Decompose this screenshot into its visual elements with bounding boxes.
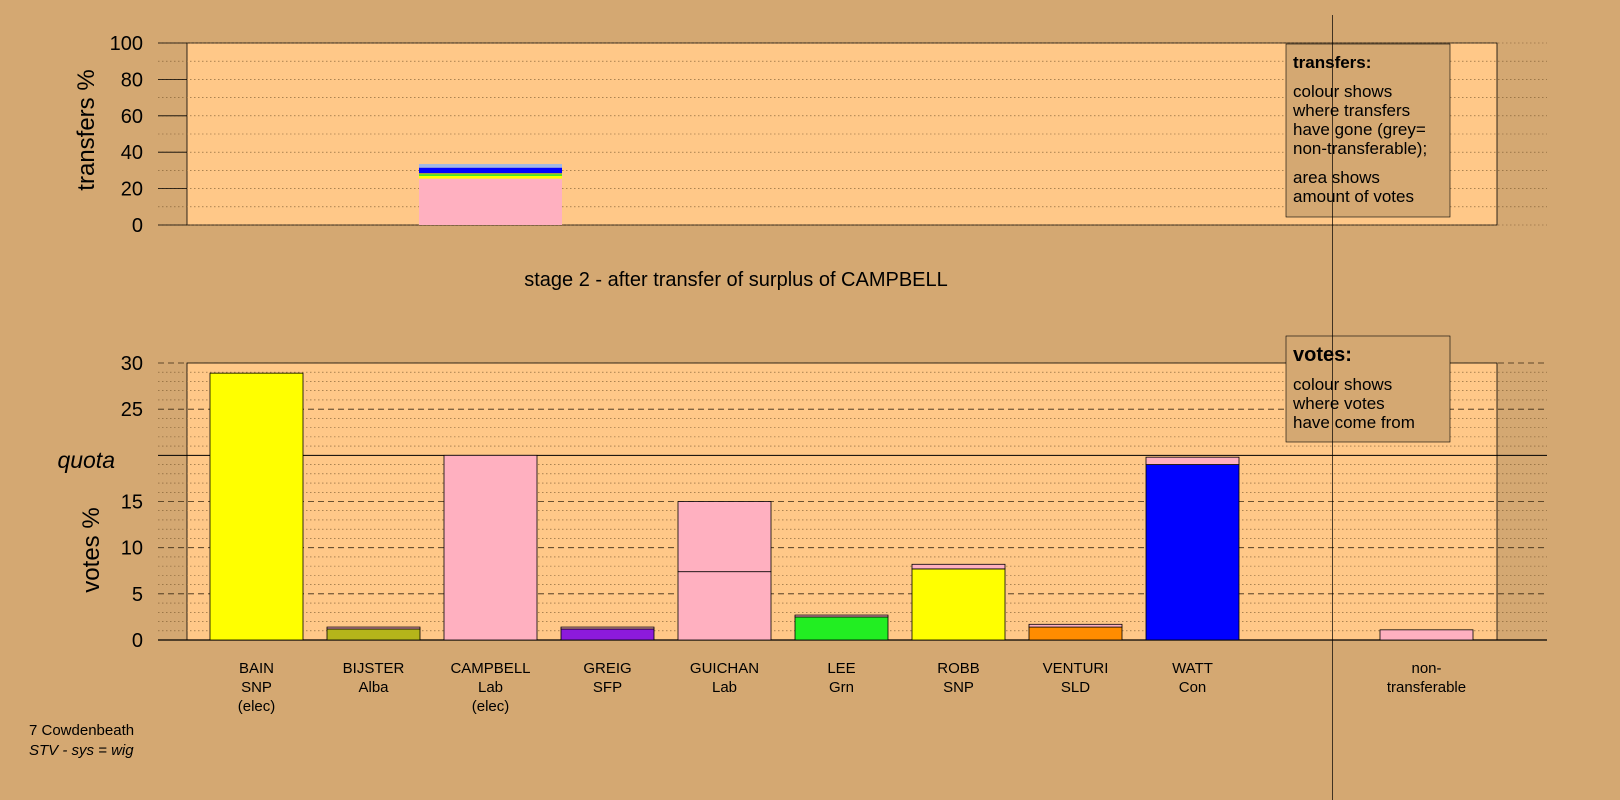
candidate-name: ROBB bbox=[937, 660, 980, 677]
transfers-legend-line: have gone (grey= bbox=[1293, 120, 1426, 139]
quota-label: quota bbox=[57, 447, 115, 473]
candidate-name: GREIG bbox=[583, 660, 631, 677]
y-tick-label: 15 bbox=[121, 492, 143, 514]
stage-title: stage 2 - after transfer of surplus of C… bbox=[524, 269, 948, 291]
transfers-legend-line: colour shows bbox=[1293, 82, 1392, 101]
transfer-segment-grn bbox=[419, 174, 562, 176]
bar-segment-lab bbox=[1028, 623, 1123, 628]
transfers-legend-line: where transfers bbox=[1292, 101, 1410, 120]
candidate-name: BAIN bbox=[239, 660, 274, 677]
bar-bain bbox=[209, 372, 304, 641]
y-tick-label: 20 bbox=[121, 179, 143, 201]
nontransferable-label: non- bbox=[1411, 660, 1441, 677]
votes-legend-title: votes: bbox=[1293, 344, 1352, 366]
bar-segment-lab bbox=[677, 571, 772, 641]
system-label: STV - sys = wig bbox=[29, 742, 134, 759]
candidate-name: LEE bbox=[827, 660, 855, 677]
y-tick-label: 80 bbox=[121, 69, 143, 91]
candidate-party: SNP bbox=[943, 679, 974, 696]
candidate-name: CAMPBELL bbox=[450, 660, 530, 677]
candidate-status: (elec) bbox=[472, 698, 510, 715]
transfer-bar-campbell bbox=[419, 164, 562, 225]
y-tick-label: 25 bbox=[121, 399, 143, 421]
candidate-party: Lab bbox=[712, 679, 737, 696]
transfer-segment-lab bbox=[419, 178, 562, 225]
candidate-party: SFP bbox=[593, 679, 622, 696]
votes-legend-box bbox=[1285, 335, 1451, 443]
bar-segment-snp bbox=[911, 568, 1006, 641]
bar-segment-snp bbox=[209, 372, 304, 641]
bar-guichan bbox=[677, 501, 772, 641]
bar-greig bbox=[560, 626, 655, 641]
votes-grid bbox=[158, 362, 1547, 641]
y-tick-label: 60 bbox=[121, 106, 143, 128]
transfers-legend-box bbox=[1285, 43, 1451, 218]
bar-segment-sfp bbox=[560, 628, 655, 641]
bar-nontransferable bbox=[1379, 629, 1474, 641]
bar-segment-lab bbox=[794, 614, 889, 618]
transfer-segment-con bbox=[419, 167, 562, 174]
candidate-party: Con bbox=[1179, 679, 1207, 696]
bar-watt bbox=[1145, 456, 1240, 641]
transfer-segment-transfer_light_blue bbox=[419, 164, 562, 168]
y-tick-label: 30 bbox=[121, 353, 143, 375]
bar-segment-alba bbox=[326, 628, 421, 641]
y-tick-label: 100 bbox=[110, 33, 143, 55]
constituency-label: 7 Cowdenbeath bbox=[29, 722, 134, 739]
votes-panel: 0 5 10 15 25 30 quota votes % BAIN SNP (elec) BI… bbox=[57, 335, 1547, 715]
transfers-y-ticks: 0 20 40 60 80 100 bbox=[110, 33, 187, 237]
bar-segment-lab bbox=[443, 454, 538, 641]
bar-segment-grn bbox=[794, 616, 889, 641]
bar-segment-lab bbox=[326, 626, 421, 630]
bar-segment-lab bbox=[560, 626, 655, 630]
candidate-party: Lab bbox=[478, 679, 503, 696]
bar-robb bbox=[911, 563, 1006, 641]
bar-segment-lab bbox=[677, 501, 772, 573]
votes-y-ticks: 0 5 10 15 25 30 bbox=[121, 353, 143, 652]
bar-segment-lab bbox=[1145, 456, 1240, 465]
votes-legend-line: colour shows bbox=[1293, 375, 1392, 394]
candidate-labels: BAIN SNP (elec) BIJSTER Alba CAMPBELL Lab (elec… bbox=[238, 660, 1466, 715]
candidate-name: VENTURI bbox=[1043, 660, 1109, 677]
votes-y-label: votes % bbox=[78, 507, 105, 592]
candidate-name: GUICHAN bbox=[690, 660, 759, 677]
y-tick-label: 5 bbox=[132, 584, 143, 606]
candidate-name: BIJSTER bbox=[343, 660, 405, 677]
transfers-panel: 0 20 40 60 80 100 transfers % transfers: colo… bbox=[73, 33, 1547, 237]
candidate-party: SNP bbox=[241, 679, 272, 696]
votes-legend-line: have come from bbox=[1293, 413, 1415, 432]
transfer-segment-alba bbox=[419, 173, 562, 175]
y-tick-label: 40 bbox=[121, 142, 143, 164]
candidate-status: (elec) bbox=[238, 698, 276, 715]
y-tick-label: 0 bbox=[132, 630, 143, 652]
bar-segment-sld bbox=[1028, 626, 1123, 641]
transfer-segment-snp bbox=[419, 175, 562, 179]
bar-bijster bbox=[326, 626, 421, 641]
bar-segment-lab bbox=[911, 563, 1006, 570]
bar-campbell bbox=[443, 454, 538, 641]
votes-legend-line: where votes bbox=[1292, 394, 1385, 413]
transfers-legend-line: non-transferable); bbox=[1293, 139, 1427, 158]
candidate-party: Grn bbox=[829, 679, 854, 696]
transfers-y-label: transfers % bbox=[73, 69, 100, 190]
votes-bars bbox=[209, 372, 1474, 641]
nontransferable-label: transferable bbox=[1387, 679, 1466, 696]
bar-lee bbox=[794, 614, 889, 641]
transfers-legend: transfers: colour shows where transfers … bbox=[1285, 43, 1451, 218]
candidate-name: WATT bbox=[1172, 660, 1213, 677]
y-tick-label: 0 bbox=[132, 215, 143, 237]
candidate-party: Alba bbox=[358, 679, 389, 696]
bar-segment-con bbox=[1145, 464, 1240, 641]
votes-legend: votes: colour shows where votes have com… bbox=[1285, 335, 1451, 443]
y-tick-label: 10 bbox=[121, 538, 143, 560]
transfers-legend-line: amount of votes bbox=[1293, 187, 1414, 206]
transfers-legend-line: area shows bbox=[1293, 168, 1380, 187]
candidate-party: SLD bbox=[1061, 679, 1090, 696]
bar-venturi bbox=[1028, 623, 1123, 641]
